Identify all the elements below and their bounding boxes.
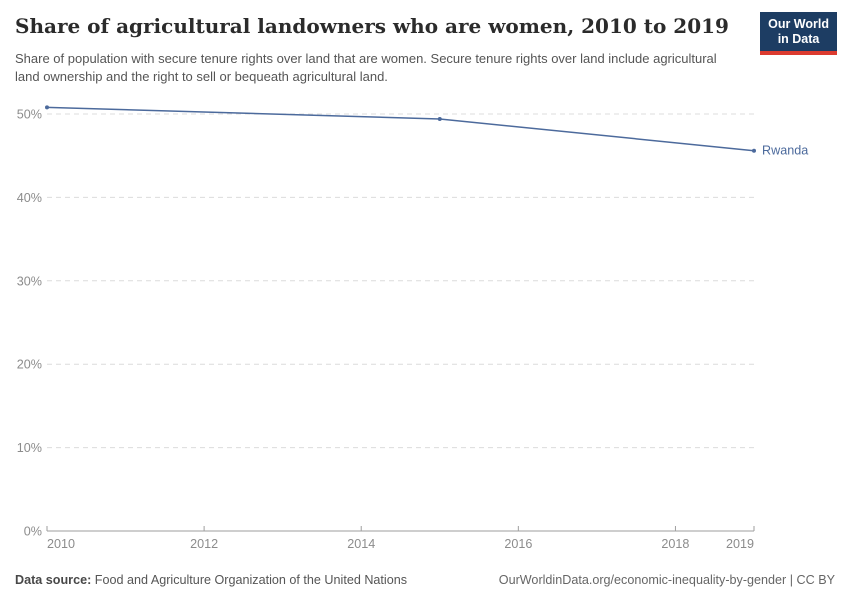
x-axis-tick-label: 2016 — [504, 537, 532, 551]
x-axis-tick-label: 2012 — [190, 537, 218, 551]
page-title: Share of agricultural landowners who are… — [15, 14, 729, 38]
data-source-label: Data source: — [15, 573, 92, 587]
owid-logo-line1: Our World — [768, 17, 829, 31]
x-axis-tick-label: 2014 — [347, 537, 375, 551]
y-axis-tick-label: 30% — [17, 274, 42, 288]
y-axis-tick-label: 20% — [17, 358, 42, 372]
owid-logo-line2: in Data — [777, 32, 820, 46]
data-source: Data source: Food and Agriculture Organi… — [15, 573, 407, 587]
y-axis-tick-label: 50% — [17, 108, 42, 122]
data-source-value: Food and Agriculture Organization of the… — [94, 573, 408, 587]
y-axis-tick-label: 40% — [17, 191, 42, 205]
x-axis-tick-label: 2019 — [726, 537, 754, 551]
footer-link[interactable]: OurWorldinData.org/economic-inequality-b… — [498, 573, 835, 587]
owid-logo[interactable]: Our World in Data — [760, 12, 837, 55]
x-axis-tick-label: 2018 — [661, 537, 689, 551]
chart-footer: Data source: Food and Agriculture Organi… — [15, 573, 835, 587]
data-point[interactable] — [752, 148, 756, 153]
series-label[interactable]: Rwanda — [762, 144, 808, 158]
y-axis-tick-label: 0% — [24, 525, 42, 539]
x-axis-tick-label: 2010 — [47, 537, 75, 551]
y-axis-tick-label: 10% — [17, 441, 42, 455]
chart-subtitle: Share of population with secure tenure r… — [15, 51, 717, 84]
data-point[interactable] — [45, 105, 49, 110]
data-point[interactable] — [437, 117, 442, 122]
